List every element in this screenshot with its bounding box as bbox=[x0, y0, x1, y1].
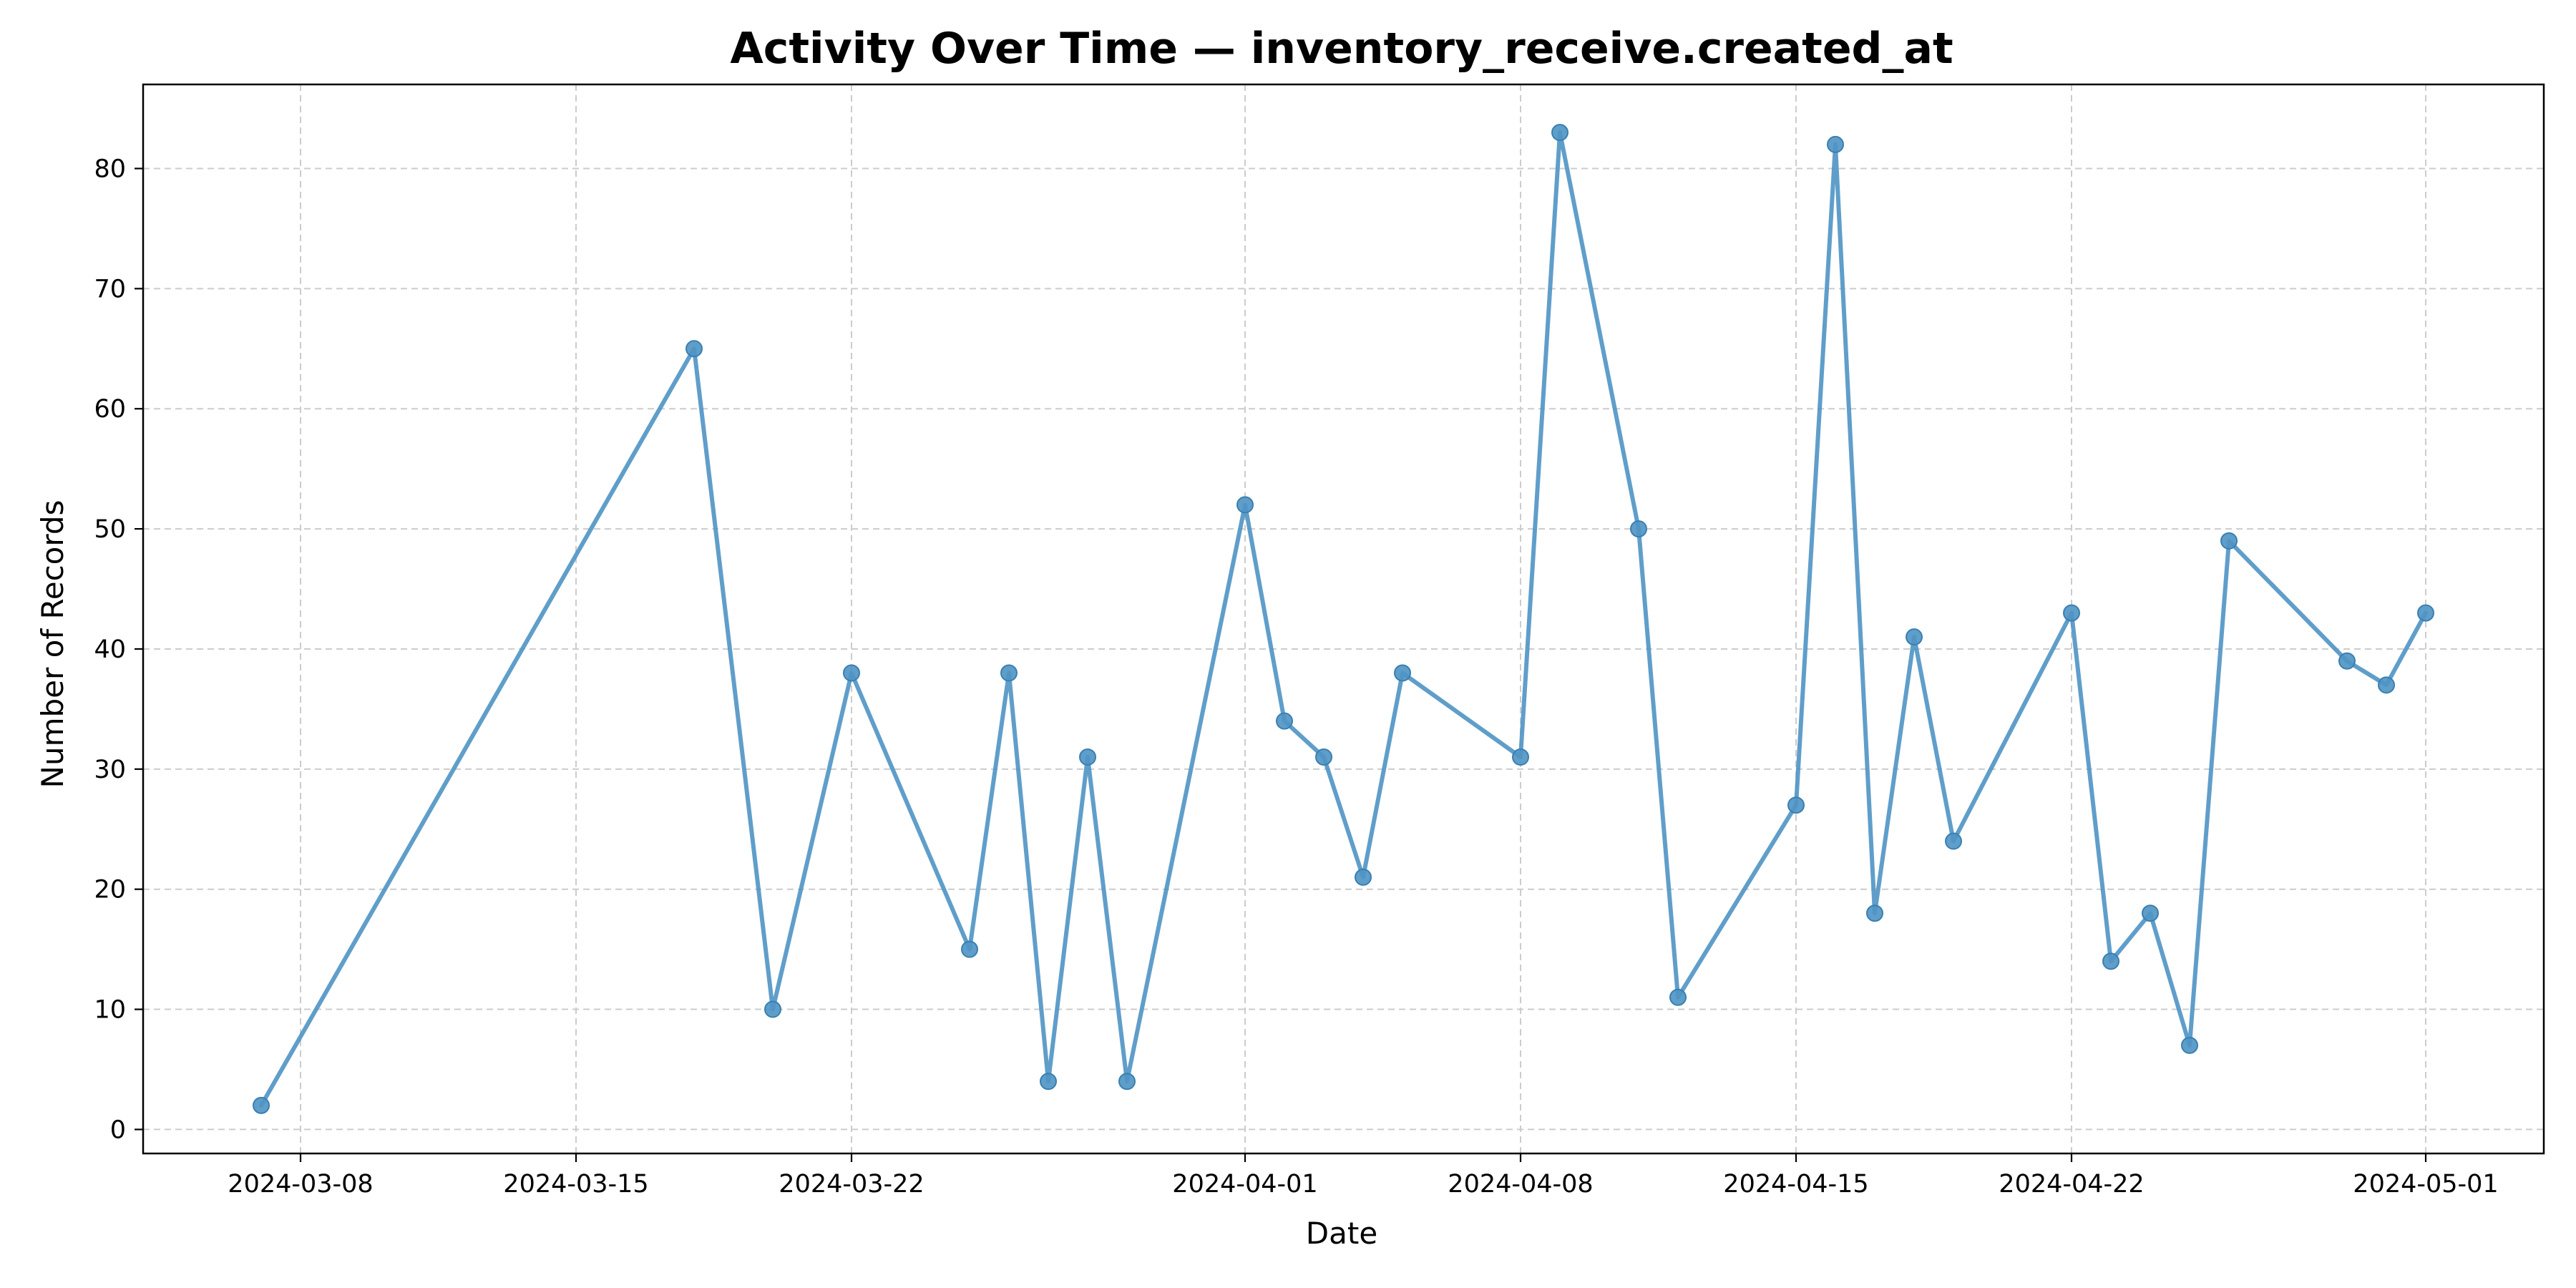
chart-title: Activity Over Time — inventory_receive.c… bbox=[730, 24, 1953, 74]
data-point bbox=[1866, 904, 1883, 922]
data-point bbox=[1945, 832, 1962, 850]
x-tick-label: 2024-05-01 bbox=[2353, 1170, 2498, 1199]
plot-area-frame bbox=[142, 83, 2545, 1155]
data-point bbox=[1079, 748, 1096, 766]
y-tick-label: 80 bbox=[94, 155, 126, 184]
data-point bbox=[2417, 604, 2434, 622]
x-tick-label: 2024-04-08 bbox=[1448, 1170, 1593, 1199]
y-tick-label: 60 bbox=[94, 395, 126, 424]
data-point bbox=[1315, 748, 1332, 766]
data-point bbox=[1040, 1073, 1057, 1091]
data-point bbox=[1355, 868, 1372, 886]
x-tick-label: 2024-04-15 bbox=[1723, 1170, 1868, 1199]
data-point bbox=[2378, 676, 2395, 694]
data-point bbox=[2181, 1036, 2198, 1054]
data-point bbox=[253, 1096, 270, 1114]
data-point bbox=[961, 940, 978, 958]
data-point bbox=[1827, 135, 1844, 153]
data-point bbox=[1551, 124, 1568, 142]
y-tick-label: 30 bbox=[94, 756, 126, 784]
series-layer bbox=[253, 124, 2434, 1114]
y-tick-label: 0 bbox=[110, 1116, 126, 1144]
data-point bbox=[1276, 712, 1293, 730]
x-tick-label: 2024-03-22 bbox=[779, 1170, 924, 1199]
axis-ticks: 0 10 20 30 40 50 60 70 80 2024-03-08 2024-03-15 202… bbox=[94, 155, 2498, 1199]
data-point bbox=[1630, 520, 1647, 538]
x-tick-label: 2024-04-01 bbox=[1172, 1170, 1317, 1199]
data-point bbox=[2102, 952, 2119, 970]
y-axis-title: Number of Records bbox=[35, 500, 70, 789]
y-tick-label: 20 bbox=[94, 876, 126, 904]
data-point bbox=[1669, 988, 1687, 1006]
data-point bbox=[764, 1000, 781, 1018]
data-point bbox=[1906, 628, 1923, 646]
x-tick-label: 2024-04-22 bbox=[1999, 1170, 2144, 1199]
data-point bbox=[2338, 652, 2356, 670]
y-tick-label: 70 bbox=[94, 275, 126, 303]
data-point bbox=[1787, 796, 1805, 814]
data-point bbox=[2142, 904, 2159, 922]
data-point bbox=[1512, 748, 1529, 766]
data-point bbox=[1394, 664, 1411, 682]
data-point bbox=[2220, 532, 2238, 550]
data-point bbox=[843, 664, 860, 682]
data-point bbox=[1118, 1073, 1136, 1091]
x-tick-label: 2024-03-15 bbox=[503, 1170, 648, 1199]
x-tick-label: 2024-03-08 bbox=[228, 1170, 373, 1199]
x-axis-title: Date bbox=[1306, 1216, 1377, 1251]
y-tick-label: 50 bbox=[94, 515, 126, 544]
grid bbox=[143, 84, 2544, 1153]
data-point bbox=[1000, 664, 1018, 682]
data-point bbox=[686, 340, 703, 358]
data-point bbox=[2063, 604, 2080, 622]
y-tick-label: 40 bbox=[94, 635, 126, 664]
data-point bbox=[1236, 496, 1254, 514]
y-tick-label: 10 bbox=[94, 996, 126, 1025]
